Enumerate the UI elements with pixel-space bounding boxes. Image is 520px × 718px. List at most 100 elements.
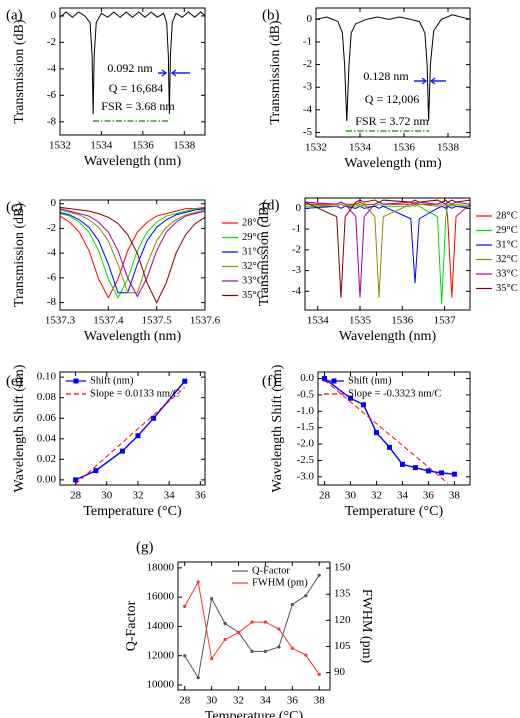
x-tick-label: 1537 (434, 315, 457, 327)
series-line (59, 208, 206, 294)
y-tick-label: 0.06 (37, 412, 57, 424)
y-tick-label: -6 (47, 89, 57, 101)
x-tick-label: 30 (345, 490, 357, 502)
y-tick-label: 0.02 (37, 453, 56, 465)
legend-label: Slope = -0.3323 nm/C (348, 388, 441, 399)
legend-label: Q-Factor (252, 565, 290, 576)
fwhm-arrow (414, 77, 428, 85)
x-tick-label: 28 (70, 490, 82, 502)
marker (236, 630, 241, 635)
legend-label: 35°C (496, 283, 518, 294)
marker (135, 433, 141, 439)
y-tick-label: -2 (47, 36, 56, 48)
plot-frame (59, 371, 206, 486)
y-tick-label: 16000 (147, 591, 175, 603)
y-tick-label: -1.5 (297, 421, 315, 433)
y-tick-label: 14000 (147, 620, 175, 632)
plot-frame (317, 371, 471, 486)
panel-label: (a) (6, 7, 23, 23)
y-tick-label: -2.5 (297, 454, 315, 466)
series-line (304, 201, 471, 298)
y-tick-label: -3 (303, 81, 313, 93)
fwhm-arrow (429, 77, 446, 85)
y-tick-label: -5 (303, 126, 313, 138)
x-axis-label: Wavelength (nm) (84, 329, 182, 344)
x-tick-label: 36 (195, 490, 207, 502)
x-axis-label: Temperature (°C) (83, 504, 182, 519)
plot-frame (59, 7, 206, 136)
series-line (304, 203, 471, 298)
panel-label: (g) (136, 539, 154, 555)
x-tick-label: 32 (132, 490, 143, 502)
marker (223, 637, 227, 642)
marker (277, 627, 281, 631)
marker (290, 602, 294, 607)
series-line (304, 199, 471, 298)
series-line (75, 380, 186, 481)
marker (183, 604, 187, 609)
x-tick-label: 1534 (90, 140, 113, 152)
marker (386, 444, 392, 450)
series-line (184, 580, 320, 675)
x-tick-label: 34 (260, 695, 272, 707)
x-tick-label: 34 (397, 490, 409, 502)
series-line (59, 208, 206, 298)
x-tick-label: 30 (206, 695, 218, 707)
x-tick-label: 1536 (132, 140, 155, 152)
legend-label: 29°C (242, 232, 264, 243)
y-tick-label: -0.5 (297, 388, 315, 400)
y-tick-label: -2 (292, 243, 301, 255)
legend-label: Slope = 0.0133 nm/C (90, 388, 180, 399)
legend-label: 31°C (242, 246, 264, 257)
marker (250, 649, 254, 653)
plot-frame (315, 7, 471, 138)
x-axis-label: Wavelength (nm) (344, 156, 442, 171)
marker (223, 621, 227, 626)
y2-tick-label: 90 (334, 666, 346, 678)
x-tick-label: 1536 (393, 142, 416, 154)
panel-label: (e) (6, 373, 23, 389)
legend-label: 35°C (242, 290, 264, 301)
y-tick-label: 0.00 (37, 473, 57, 485)
marker (317, 573, 321, 577)
series-line (304, 205, 471, 284)
plot-frame (304, 197, 471, 311)
marker (263, 649, 268, 653)
marker (412, 465, 418, 471)
y2-tick-label: 105 (334, 640, 351, 652)
x-tick-label: 36 (423, 490, 435, 502)
panel-label: (d) (262, 197, 280, 213)
series-line (59, 206, 206, 304)
x-tick-label: 1532 (305, 142, 327, 154)
annotation: Q = 16,684 (109, 81, 163, 95)
series-line (184, 574, 320, 680)
legend-label: FWHM (pm) (252, 577, 308, 588)
legend-label: 32°C (242, 261, 264, 272)
x-tick-label: 38 (314, 695, 326, 707)
x-tick-label: 1538 (173, 140, 196, 152)
y-tick-label: 0 (51, 9, 57, 21)
marker (183, 654, 187, 658)
marker (321, 376, 327, 382)
x-tick-label: 1536 (391, 315, 414, 327)
x-axis-label: Wavelength (nm) (339, 329, 437, 344)
y-axis-label: Wavelength Shift (nm) (12, 364, 27, 492)
y-tick-label: 18000 (147, 561, 175, 573)
y-tick-label: -4 (303, 103, 313, 115)
y-tick-label: -1 (303, 35, 312, 47)
y-axis-label: Wavelength Shift (nm) (270, 364, 285, 492)
x-tick-label: 36 (287, 695, 299, 707)
y2-tick-label: 135 (334, 588, 351, 600)
y-tick-label: 0 (307, 13, 313, 25)
annotation: 0.128 nm (363, 69, 409, 83)
series-line (59, 206, 206, 299)
y-tick-label: -1.0 (297, 405, 315, 417)
marker (451, 471, 457, 477)
marker (304, 594, 308, 598)
marker (182, 378, 188, 384)
marker (360, 402, 366, 408)
y-axis-label: Transmission (dB) (12, 19, 27, 123)
y-tick-label: -6 (47, 271, 57, 283)
legend-label: 32°C (496, 254, 518, 265)
x-axis-label: Temperature (°C) (345, 504, 444, 519)
